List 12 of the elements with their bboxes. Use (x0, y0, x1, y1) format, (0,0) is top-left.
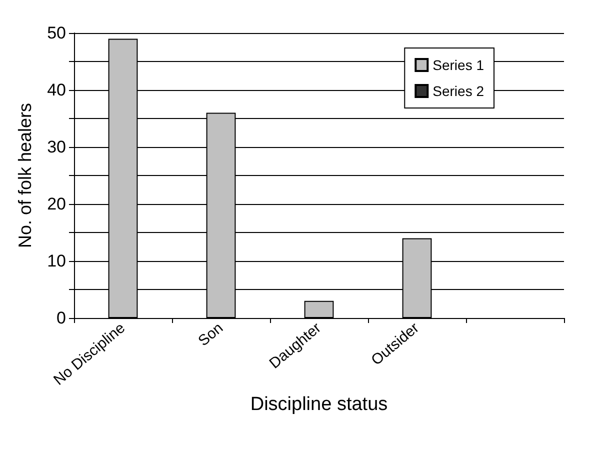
bar (304, 300, 334, 318)
y-tick-label: 0 (56, 308, 66, 328)
y-axis-title: No. of folk healers (15, 102, 35, 248)
x-tick-label: Son (195, 319, 226, 350)
legend-label: Series 1 (432, 57, 484, 73)
y-tick-label: 40 (47, 80, 66, 100)
y-tick-label: 50 (47, 24, 66, 42)
y-tick-label: 20 (47, 194, 66, 214)
y-tick-label: 30 (47, 138, 66, 156)
y-tick-label: 10 (47, 252, 66, 270)
legend-label: Series 2 (432, 83, 484, 99)
x-axis-title: Discipline status (250, 394, 388, 415)
